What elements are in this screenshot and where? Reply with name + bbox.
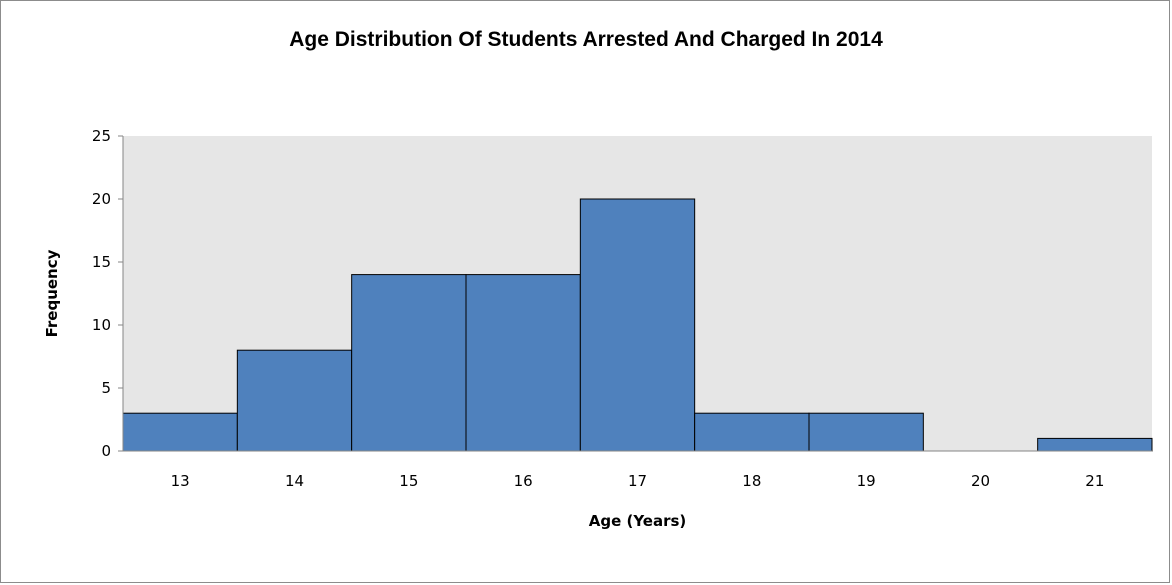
x-tick-label: 17 <box>628 472 647 490</box>
bar-14 <box>236 349 353 452</box>
y-tick-label: 10 <box>92 316 111 334</box>
x-axis-title: Age (Years) <box>589 512 687 530</box>
y-tick-label: 15 <box>92 253 111 271</box>
x-tick-label: 20 <box>971 472 990 490</box>
x-tick-label: 18 <box>742 472 761 490</box>
y-tick-label: 0 <box>101 442 111 460</box>
x-tick-label: 21 <box>1085 472 1104 490</box>
x-tick-label: 19 <box>857 472 876 490</box>
bar-17 <box>579 198 696 452</box>
y-tick-label: 25 <box>92 127 111 145</box>
x-tick-label: 13 <box>171 472 190 490</box>
y-tick-label: 20 <box>92 190 111 208</box>
bar-13 <box>122 412 238 452</box>
bar-18 <box>694 412 810 452</box>
chart-title: Age Distribution Of Students Arrested An… <box>289 28 883 51</box>
x-tick-label: 16 <box>514 472 533 490</box>
bar-16 <box>465 274 581 452</box>
x-tick-label: 14 <box>285 472 304 490</box>
bar-19 <box>808 412 924 452</box>
y-tick-label: 5 <box>101 379 111 397</box>
y-axis-title: Frequency <box>43 249 61 337</box>
bar-15 <box>351 274 467 452</box>
bar-21 <box>1037 437 1153 452</box>
x-tick-label: 15 <box>399 472 418 490</box>
